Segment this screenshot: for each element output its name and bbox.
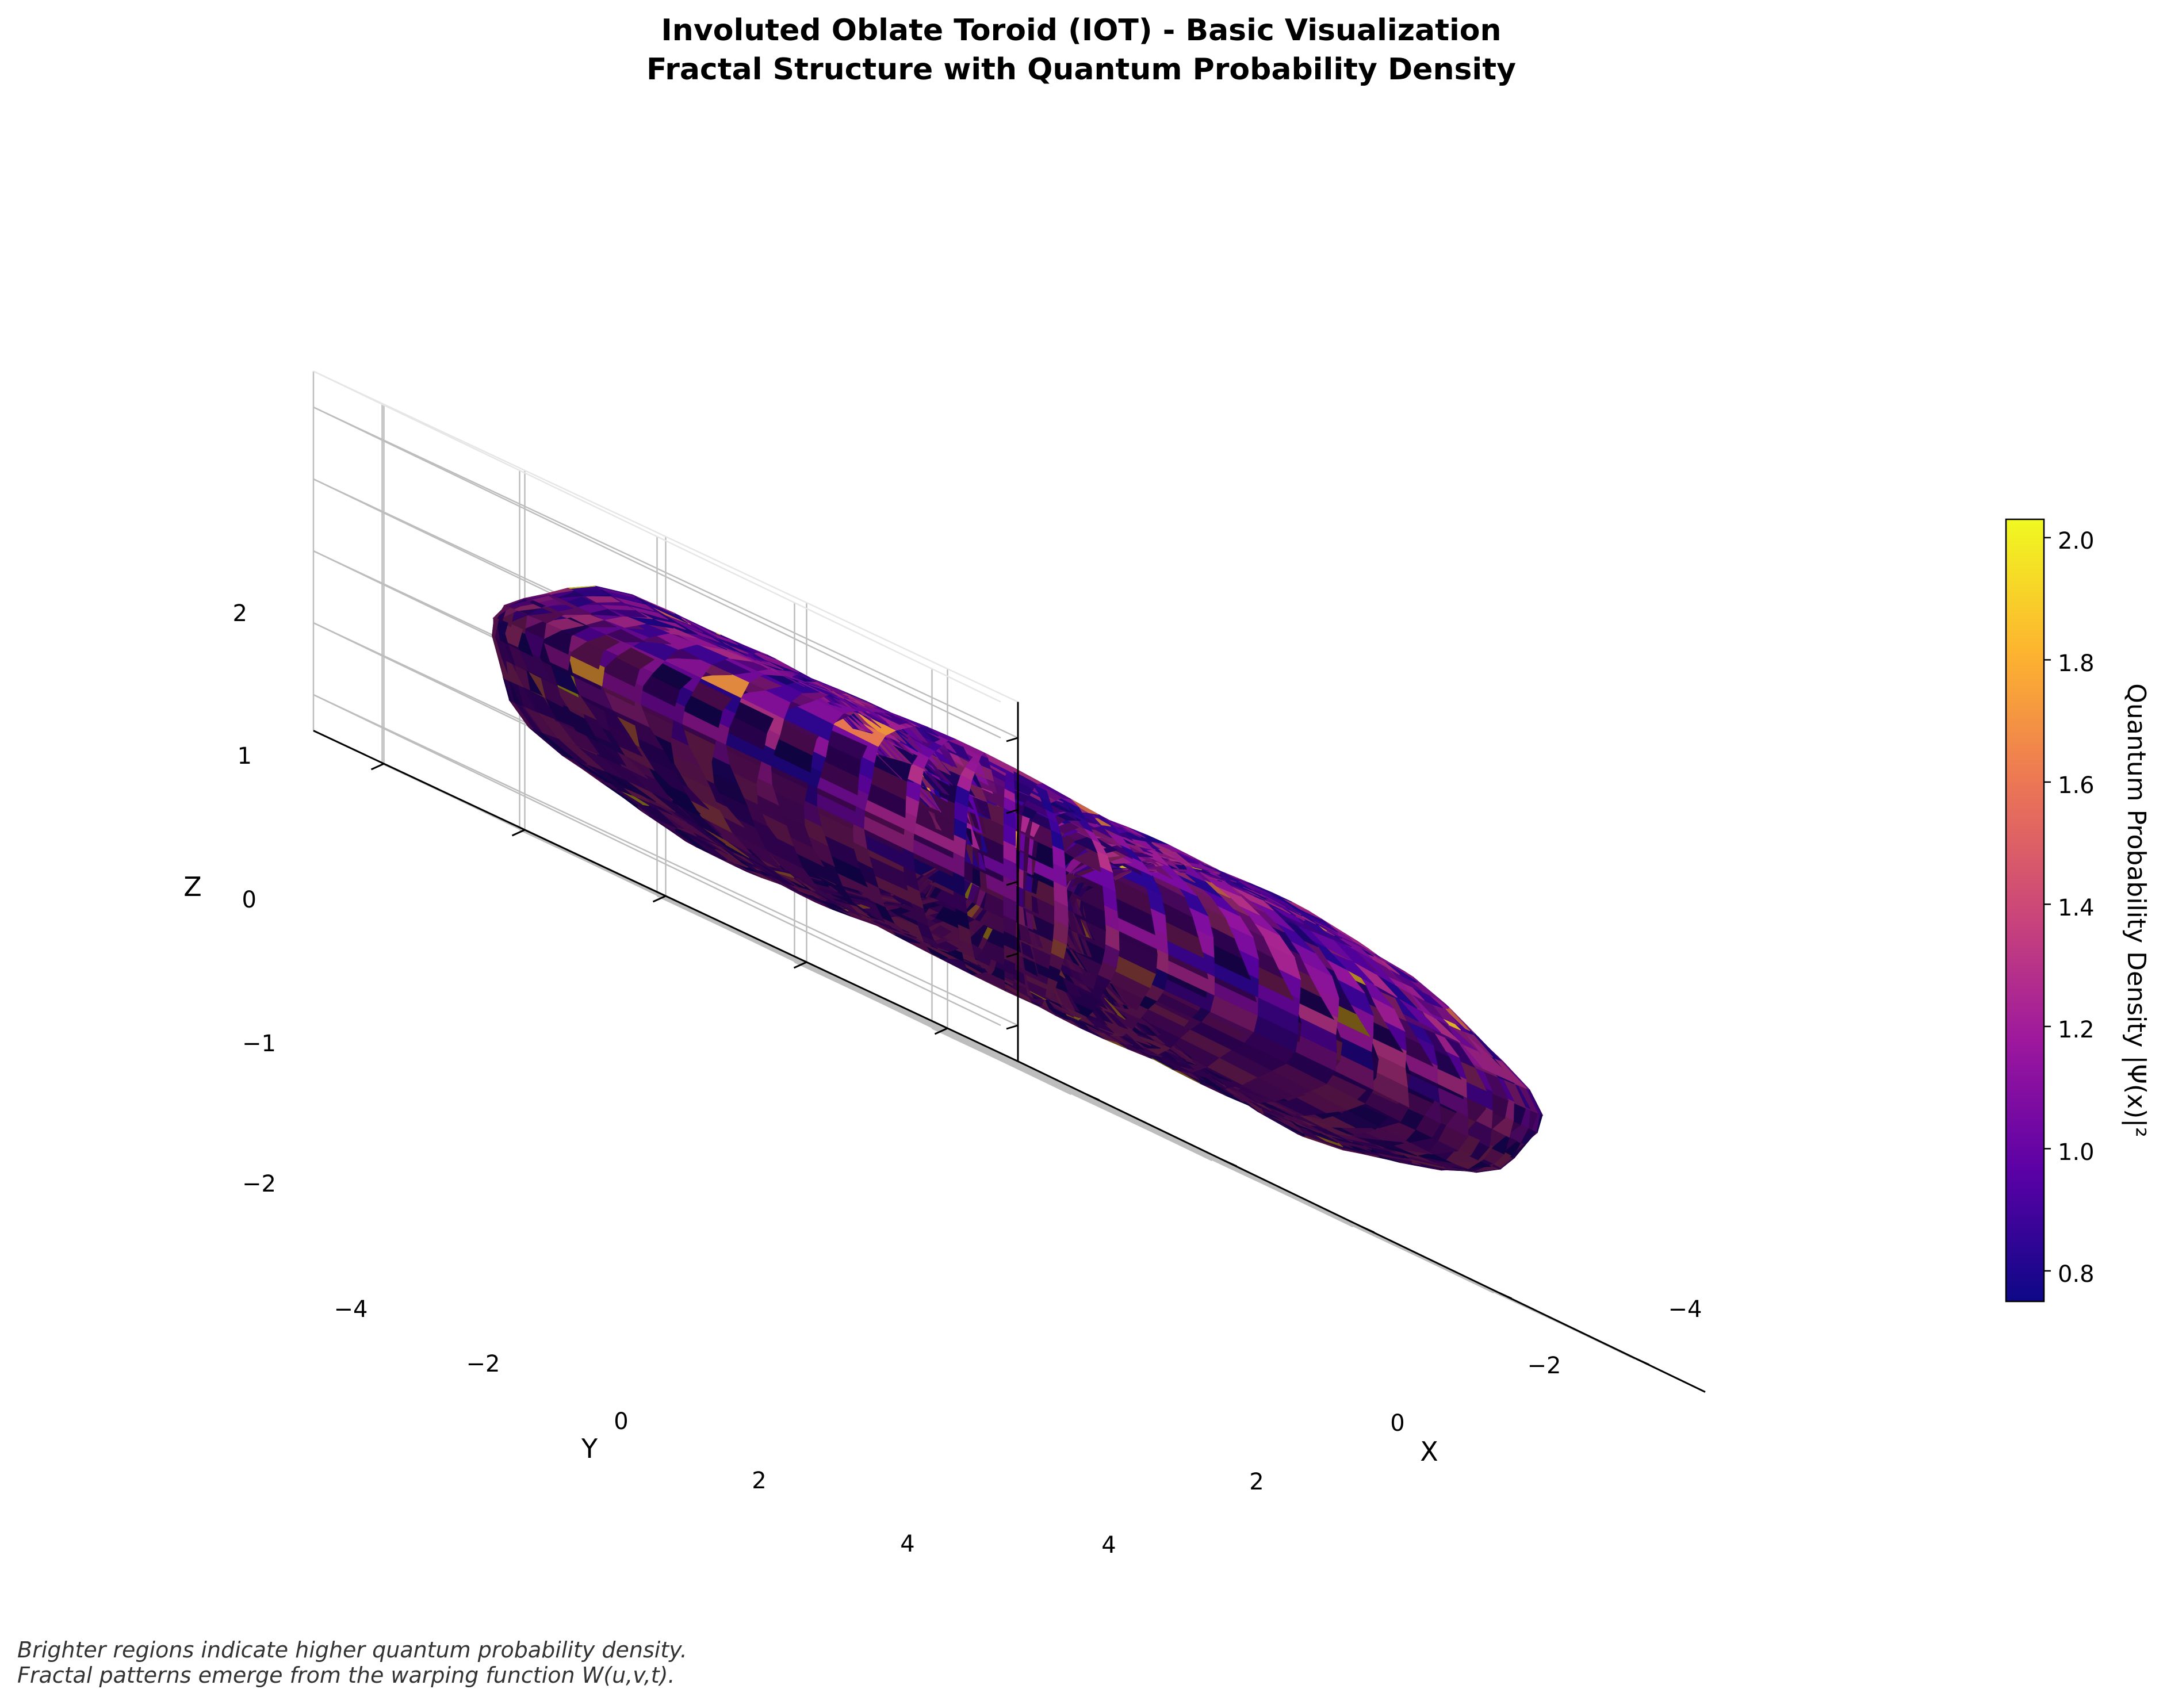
x-tick-mark	[1086, 1093, 1100, 1101]
y-tick-label: 2	[752, 1468, 766, 1494]
colorbar-tick-label: 1.2	[2058, 1017, 2095, 1043]
y-tick-label: 0	[614, 1408, 628, 1435]
z-tick-mark	[1006, 809, 1019, 814]
x-tick-mark	[1361, 1226, 1375, 1234]
x-tick-label: −4	[1668, 1296, 1702, 1323]
x-tick-label: 4	[1101, 1532, 1116, 1558]
x-tick-label: −2	[1528, 1353, 1561, 1379]
y-tick-mark	[511, 829, 526, 837]
wall-grid-line	[313, 406, 1019, 739]
z-tick-label: −1	[242, 1031, 276, 1057]
z-axis-label: Z	[183, 871, 202, 902]
y-axis-ticks: −4 −2 0 2 4	[334, 1296, 915, 1557]
y-tick-mark	[370, 763, 385, 771]
pane-edge	[313, 370, 1019, 703]
floor-grid-line	[383, 763, 1072, 1096]
x-tick-mark	[1498, 1292, 1513, 1300]
colorbar: 2.0 1.8 1.6 1.4 1.2 1.0 0.8 Quantum Prob…	[2005, 518, 2151, 1303]
z-tick-mark	[1006, 1024, 1019, 1030]
x-axis-label: X	[1420, 1436, 1438, 1467]
caption-line2: Fractal patterns emerge from the warping…	[17, 1663, 675, 1688]
z-tick-mark	[1006, 737, 1019, 742]
y-tick-mark	[652, 895, 667, 903]
x-axis-ticks: −4 −2 0 2 4	[1101, 1296, 1702, 1558]
z-tick-mark	[1006, 952, 1019, 958]
z-tick-label: 0	[242, 887, 257, 913]
colorbar-tick-label: 1.0	[2058, 1139, 2095, 1166]
colorbar-tick-label: 1.6	[2058, 772, 2095, 799]
y-tick-mark	[793, 961, 807, 969]
z-tick-mark	[1006, 880, 1019, 886]
chart-title-line2: Fractal Structure with Quantum Probabili…	[646, 52, 1516, 87]
y-tick-label: −4	[334, 1296, 368, 1323]
x-tick-label: 0	[1390, 1410, 1404, 1437]
y-axis-label: Y	[581, 1433, 598, 1464]
caption-line1: Brighter regions indicate higher quantum…	[17, 1637, 687, 1663]
colorbar-tick-label: 0.8	[2058, 1261, 2095, 1288]
z-tick-label: 1	[238, 743, 252, 769]
pane-edge	[313, 370, 1001, 703]
z-axis-ticks: 2 1 0 −1 −2	[233, 600, 276, 1197]
colorbar-gradient	[2005, 518, 2045, 1303]
colorbar-tick-label: 2.0	[2058, 528, 2095, 554]
x-tick-label: 2	[1249, 1469, 1264, 1495]
y-tick-label: 4	[900, 1531, 914, 1557]
x-tick-mark	[1636, 1358, 1650, 1366]
y-tick-label: −2	[466, 1351, 500, 1377]
z-tick-label: 2	[233, 600, 247, 627]
colorbar-tick-label: 1.8	[2058, 650, 2095, 677]
y-tick-mark	[934, 1027, 948, 1035]
chart-title-line1: Involuted Oblate Toroid (IOT) - Basic Vi…	[661, 13, 1501, 48]
surface-facet	[492, 617, 495, 638]
x-tick-mark	[1223, 1159, 1238, 1167]
colorbar-label: Quantum Probability Density |Ψ(x)|²	[2122, 683, 2151, 1138]
wall-grid-line	[313, 694, 1001, 1027]
colorbar-tick-label: 1.4	[2058, 895, 2095, 921]
wall-grid-line	[313, 406, 1001, 739]
surface-facet	[493, 604, 506, 621]
z-tick-label: −2	[242, 1171, 276, 1197]
wall-grid-line	[313, 694, 1019, 1027]
axes-lines	[313, 702, 1706, 1393]
